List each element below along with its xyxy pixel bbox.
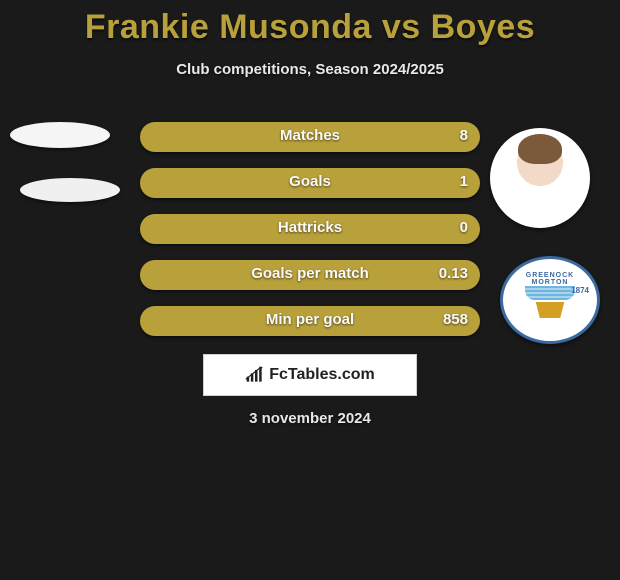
stat-label: Min per goal — [140, 311, 480, 328]
stat-bar: Matches 8 — [140, 122, 480, 152]
stat-bar: Goals per match 0.13 — [140, 260, 480, 290]
stat-label: Hattricks — [140, 219, 480, 236]
stat-row: Matches 8 — [0, 122, 620, 168]
stat-row: Goals per match 0.13 — [0, 260, 620, 306]
stat-bar: Min per goal 858 — [140, 306, 480, 336]
stat-value: 8 — [460, 127, 468, 144]
stat-value: 858 — [443, 311, 468, 328]
comparison-subtitle: Club competitions, Season 2024/2025 — [0, 61, 620, 78]
bar-chart-icon — [245, 366, 265, 384]
fctables-label: FcTables.com — [269, 366, 375, 384]
comparison-title: Frankie Musonda vs Boyes — [0, 0, 620, 47]
stat-value: 0.13 — [439, 265, 468, 282]
stat-row: Min per goal 858 — [0, 306, 620, 352]
stat-label: Goals — [140, 173, 480, 190]
stat-row: Hattricks 0 — [0, 214, 620, 260]
stat-row: Goals 1 — [0, 168, 620, 214]
footer-date: 3 november 2024 — [0, 410, 620, 427]
stat-label: Matches — [140, 127, 480, 144]
stat-bar: Goals 1 — [140, 168, 480, 198]
stat-value: 0 — [460, 219, 468, 236]
stat-value: 1 — [460, 173, 468, 190]
stat-label: Goals per match — [140, 265, 480, 282]
fctables-link[interactable]: FcTables.com — [203, 354, 417, 396]
stat-bar: Hattricks 0 — [140, 214, 480, 244]
stats-area: Matches 8 Goals 1 Hattricks 0 Goals per … — [0, 122, 620, 352]
